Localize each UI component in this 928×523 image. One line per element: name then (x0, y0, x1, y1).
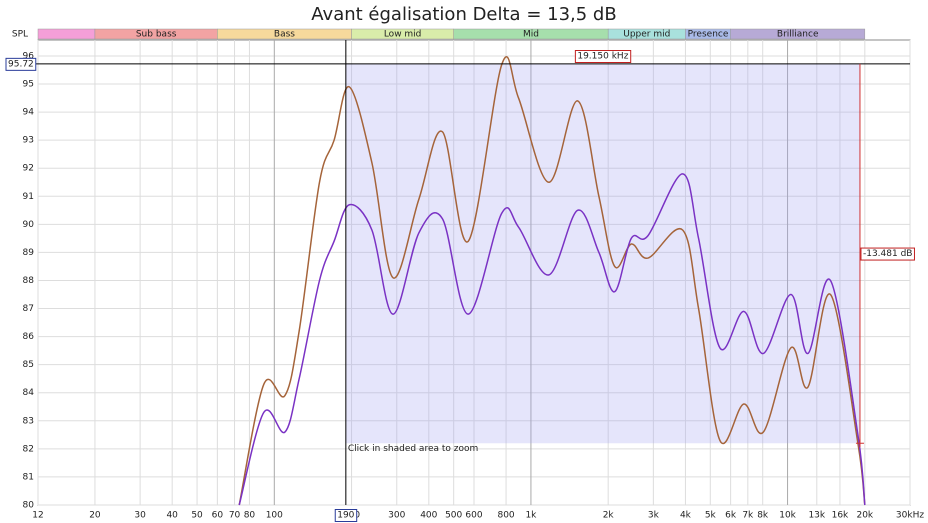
x-tick-label: 70 (229, 511, 241, 521)
y-tick-label: 91 (23, 192, 34, 202)
y-tick-label: 92 (23, 164, 34, 174)
x-tick-label: 50 (191, 511, 203, 521)
marker-cross (855, 439, 864, 448)
x-tick-label: 30 (134, 511, 146, 521)
x-tick-label: 30kHz (896, 511, 924, 521)
x-tick-label: 80 (244, 511, 256, 521)
annotation: Click in shaded area to zoom (348, 444, 478, 454)
x-tick-label: 4k (680, 511, 692, 521)
x-tick-label: 400 (420, 511, 437, 521)
x-tick-label: 40 (166, 511, 178, 521)
delta-label: -13.481 dB (863, 249, 913, 259)
band-label: Bass (274, 30, 295, 40)
band-label: Low mid (384, 30, 422, 40)
marker-label-box (574, 50, 632, 63)
x-tick-label: 20 (89, 511, 101, 521)
y-tick-label: 85 (23, 360, 34, 370)
x-tick-label: 800 (497, 511, 514, 521)
x-tick-label: 6k (725, 511, 737, 521)
y-tick-label: 83 (23, 416, 34, 426)
y-tick-label: 82 (23, 444, 34, 454)
y-tick-label: 90 (23, 220, 35, 230)
y-tick-label: 95 (23, 80, 34, 90)
series-line (238, 173, 866, 506)
x-tick-label: 60 (212, 511, 224, 521)
band-label: Presence (688, 30, 729, 40)
y-tick-label: 88 (23, 276, 35, 286)
x-tick-label: 16k (832, 511, 849, 521)
x-tick-label: 1k (525, 511, 537, 521)
band-label: Mid (523, 30, 539, 40)
y-tick-label: 80 (23, 501, 35, 511)
cursor-x-label: 190 (337, 511, 354, 521)
y-tick-label: 96 (23, 51, 35, 61)
x-tick-label: 5k (705, 511, 717, 521)
cursor-x-label-box (334, 509, 358, 522)
x-tick-label: 7k (742, 511, 754, 521)
x-tick-label: 100 (266, 511, 283, 521)
delta-label-box (860, 247, 915, 261)
x-tick-label: 2k (603, 511, 615, 521)
band (37, 28, 96, 40)
band-label: Brilliance (777, 30, 819, 40)
x-tick-label: 12 (32, 511, 43, 521)
y-tick-label: 94 (23, 108, 35, 118)
x-tick-label: 500 (445, 511, 462, 521)
y-tick-label: 93 (23, 136, 34, 146)
y-axis-label: SPL (12, 30, 28, 40)
x-tick-label: 10k (779, 511, 796, 521)
band (730, 28, 866, 40)
y-tick-label: 86 (23, 332, 35, 342)
band-label: Sub bass (136, 30, 177, 40)
y-tick-label: 87 (23, 304, 34, 314)
zoom-area (345, 63, 860, 444)
y-tick-label: 81 (23, 472, 34, 482)
y-tick-label: 89 (23, 248, 35, 258)
x-tick-label: 300 (388, 511, 405, 521)
cursor-y-label: 95.72 (8, 59, 34, 69)
y-tick-label: 84 (23, 388, 35, 398)
marker-label: 19.150 kHz (577, 52, 628, 62)
band-label: Upper mid (623, 30, 670, 40)
x-tick-label: 3k (648, 511, 660, 521)
x-tick-label: 600 (465, 511, 482, 521)
x-tick-label: 20k (856, 511, 873, 521)
cursor-y-label-box (5, 57, 37, 71)
x-tick-label: 13k (808, 511, 825, 521)
x-tick-label: 8k (757, 511, 769, 521)
chart-title: Avant égalisation Delta = 13,5 dB (311, 4, 616, 25)
series-line (238, 56, 866, 506)
